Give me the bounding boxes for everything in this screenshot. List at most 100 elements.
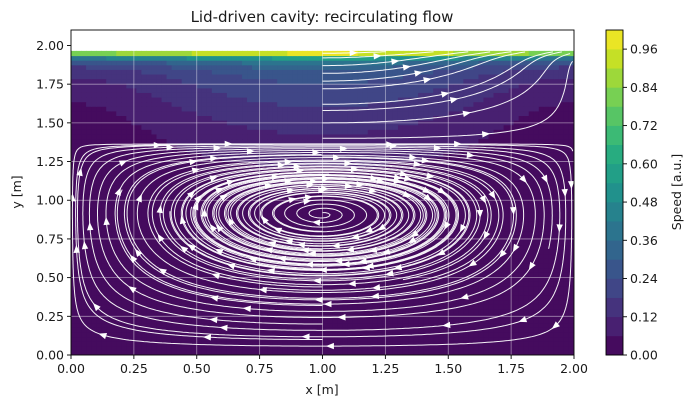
speed-cell <box>377 350 384 355</box>
speed-cell <box>397 147 404 153</box>
speed-cell <box>468 179 474 186</box>
speed-cell <box>146 179 153 186</box>
speed-cell <box>96 166 102 172</box>
speed-cell <box>111 184 117 190</box>
speed-cell <box>357 212 364 218</box>
speed-cell <box>493 272 500 278</box>
speed-cell <box>176 322 183 328</box>
speed-cell <box>226 202 233 209</box>
speed-cell <box>523 331 530 338</box>
speed-cell <box>448 202 454 209</box>
speed-cell <box>176 318 183 324</box>
speed-cell <box>76 143 82 149</box>
speed-cell <box>302 304 309 310</box>
speed-cell <box>493 281 500 287</box>
speed-cell <box>196 170 203 176</box>
speed-cell <box>563 161 570 167</box>
speed-cell <box>413 207 419 213</box>
speed-cell <box>196 189 203 195</box>
speed-cell <box>151 350 158 355</box>
speed-cell <box>252 170 258 176</box>
speed-cell <box>76 295 82 301</box>
speed-cell <box>166 212 173 218</box>
speed-cell <box>211 322 218 328</box>
speed-cell <box>272 221 278 227</box>
speed-cell <box>86 147 92 153</box>
speed-cell <box>392 161 399 167</box>
speed-cell <box>448 350 454 355</box>
speed-cell <box>106 152 112 158</box>
speed-cell <box>478 281 485 287</box>
speed-cell <box>297 253 303 259</box>
speed-cell <box>206 322 213 328</box>
speed-cell <box>553 202 560 209</box>
speed-cell <box>136 138 143 144</box>
speed-cell <box>553 253 560 259</box>
speed-cell <box>166 152 173 158</box>
speed-cell <box>231 350 238 355</box>
speed-cell <box>221 322 228 328</box>
speed-cell <box>538 212 545 218</box>
speed-cell <box>362 272 369 278</box>
speed-cell <box>186 239 193 246</box>
speed-cell <box>513 184 520 190</box>
speed-cell <box>121 262 127 269</box>
speed-cell <box>463 272 469 278</box>
speed-cell <box>277 138 283 144</box>
speed-cell <box>523 276 530 282</box>
speed-cell <box>463 202 469 209</box>
speed-cell <box>141 156 148 163</box>
speed-cell <box>402 336 409 342</box>
speed-cell <box>81 341 87 347</box>
speed-cell <box>307 216 314 222</box>
speed-cell <box>216 318 223 324</box>
speed-cell <box>111 133 117 140</box>
speed-cell <box>392 308 399 315</box>
speed-cell <box>76 285 82 292</box>
speed-cell <box>272 272 278 278</box>
speed-cell <box>86 285 92 292</box>
speed-cell <box>483 258 490 264</box>
speed-cell <box>418 285 424 292</box>
speed-cell <box>377 161 384 167</box>
speed-cell <box>171 327 178 333</box>
speed-cell <box>468 244 474 250</box>
speed-cell <box>201 341 208 347</box>
speed-cell <box>106 327 112 333</box>
speed-cell <box>377 138 384 144</box>
speed-cell <box>463 156 469 163</box>
speed-cell <box>352 189 359 195</box>
speed-cell <box>267 341 273 347</box>
speed-cell <box>488 161 495 167</box>
speed-cell <box>518 207 525 213</box>
speed-cell <box>327 124 334 130</box>
speed-cell <box>101 166 107 172</box>
speed-cell <box>312 244 319 250</box>
speed-cell <box>242 336 248 342</box>
speed-cell <box>448 138 454 144</box>
speed-cell <box>478 129 485 135</box>
speed-cell <box>151 299 158 305</box>
speed-cell <box>86 272 92 278</box>
speed-cell <box>483 198 490 204</box>
speed-cell <box>568 350 574 355</box>
speed-cell <box>387 147 394 153</box>
speed-cell <box>201 295 208 301</box>
speed-cell <box>126 290 132 296</box>
speed-cell <box>503 170 510 176</box>
speed-cell <box>116 281 122 287</box>
speed-cell <box>523 262 530 269</box>
speed-cell <box>116 244 122 250</box>
speed-cell <box>433 308 439 315</box>
speed-cell <box>553 221 560 227</box>
speed-cell <box>418 230 424 236</box>
speed-cell <box>428 212 434 218</box>
speed-cell <box>236 198 243 204</box>
speed-cell <box>136 202 143 209</box>
speed-cell <box>176 189 183 195</box>
speed-cell <box>337 212 344 218</box>
speed-cell <box>428 225 434 232</box>
speed-cell <box>553 239 560 246</box>
speed-cell <box>156 138 163 144</box>
speed-cell <box>201 304 208 310</box>
